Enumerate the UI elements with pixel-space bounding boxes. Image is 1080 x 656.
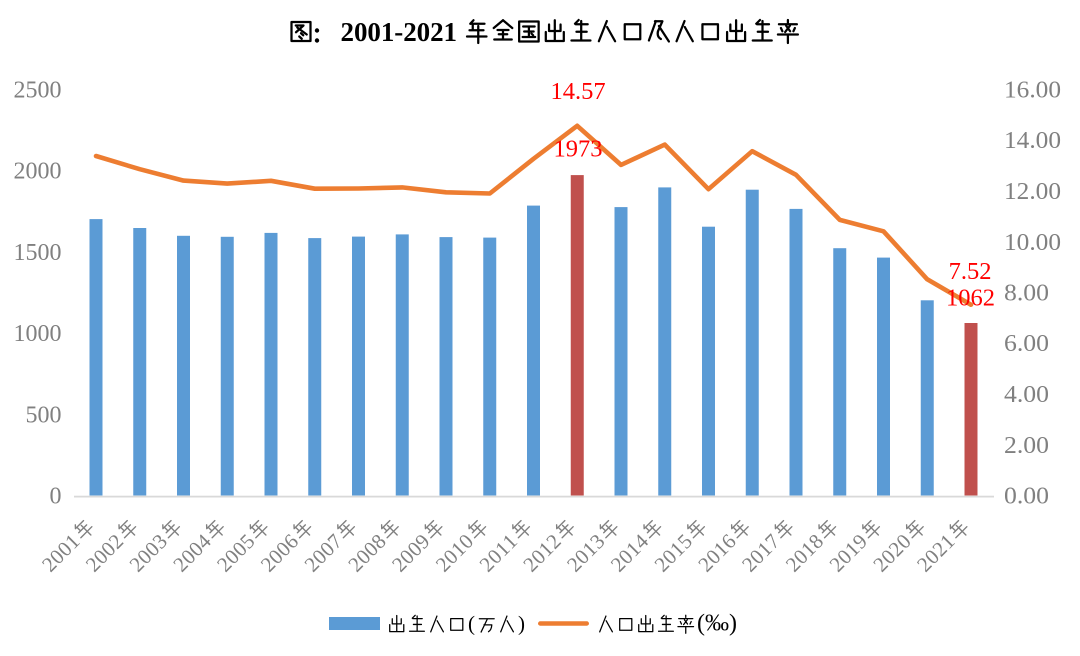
- svg-text:): ): [518, 612, 525, 636]
- svg-text:0: 0: [50, 484, 62, 510]
- svg-text:14.00: 14.00: [1004, 128, 1061, 154]
- svg-text:12.00: 12.00: [1004, 179, 1061, 205]
- svg-text:500: 500: [26, 402, 62, 428]
- svg-text:14.57: 14.57: [550, 78, 605, 105]
- svg-text:1500: 1500: [14, 240, 62, 266]
- svg-text:6.00: 6.00: [1004, 331, 1049, 357]
- svg-text:2000: 2000: [14, 159, 62, 185]
- svg-text:2.00: 2.00: [1004, 433, 1049, 459]
- svg-text:4.00: 4.00: [1004, 382, 1049, 408]
- svg-text:2500: 2500: [14, 78, 62, 104]
- svg-text:2001-2021: 2001-2021: [341, 17, 458, 47]
- svg-text:(‰): (‰): [697, 611, 737, 637]
- svg-text:0.00: 0.00: [1004, 484, 1049, 510]
- svg-text:7.52: 7.52: [949, 258, 992, 285]
- svg-text:1000: 1000: [14, 321, 62, 347]
- svg-text:(: (: [468, 612, 475, 636]
- svg-text:8.00: 8.00: [1004, 281, 1049, 307]
- svg-text:1062: 1062: [946, 285, 995, 312]
- svg-text:1973: 1973: [554, 136, 603, 163]
- svg-text:10.00: 10.00: [1004, 230, 1061, 256]
- svg-text:16.00: 16.00: [1004, 78, 1061, 104]
